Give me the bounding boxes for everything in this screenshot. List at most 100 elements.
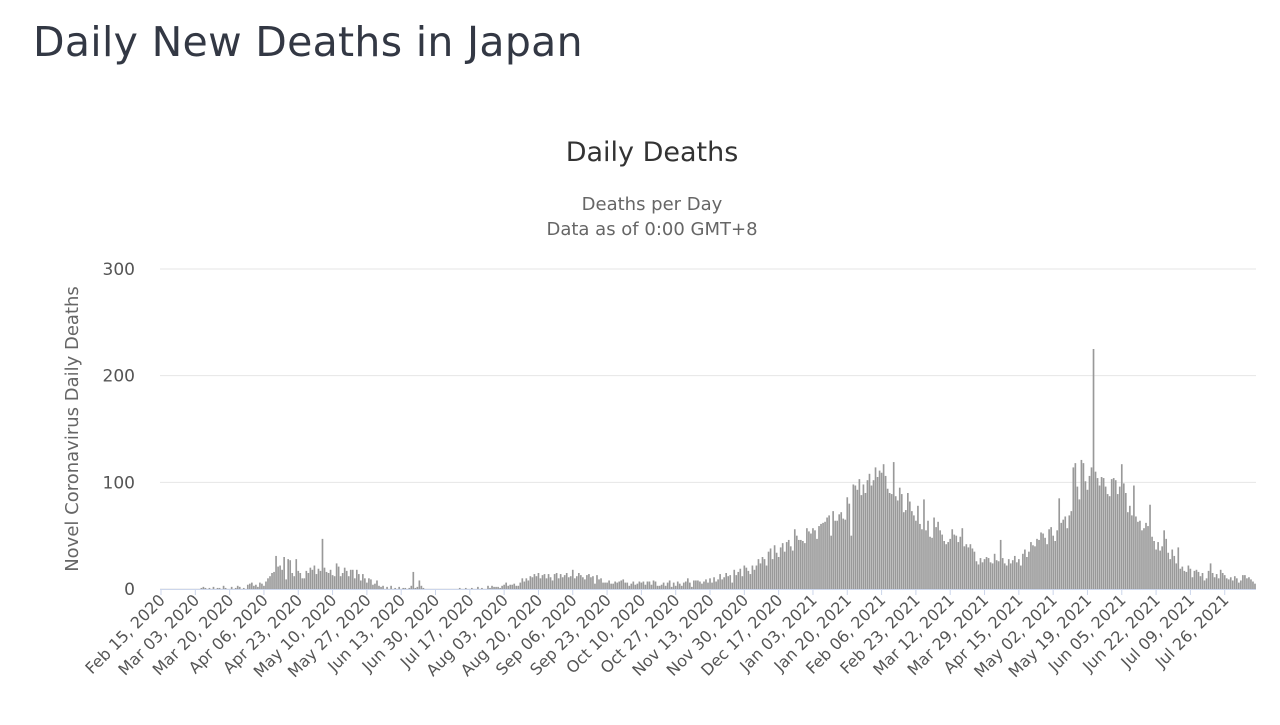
bar bbox=[761, 557, 764, 589]
bar bbox=[939, 530, 941, 589]
bar bbox=[1072, 467, 1075, 589]
bar bbox=[739, 568, 742, 589]
bar bbox=[347, 576, 350, 589]
bar bbox=[337, 566, 340, 589]
bar bbox=[678, 583, 681, 589]
bar bbox=[1020, 565, 1022, 589]
bar bbox=[212, 586, 215, 589]
bar bbox=[709, 578, 711, 589]
bar bbox=[1036, 538, 1038, 589]
bar bbox=[307, 573, 310, 589]
bar bbox=[297, 570, 300, 589]
bar bbox=[317, 568, 320, 589]
bar bbox=[735, 575, 738, 589]
bar bbox=[1056, 530, 1059, 589]
bar bbox=[993, 553, 996, 589]
bar bbox=[547, 574, 550, 589]
bar bbox=[628, 585, 631, 589]
bar bbox=[691, 586, 693, 589]
bar bbox=[921, 529, 923, 589]
bar bbox=[919, 523, 921, 589]
bar bbox=[596, 575, 598, 589]
bar bbox=[1082, 463, 1085, 589]
bar bbox=[261, 583, 263, 589]
bar bbox=[577, 573, 580, 589]
bar bbox=[1163, 530, 1165, 589]
bar bbox=[372, 584, 374, 589]
bar bbox=[955, 535, 958, 589]
bar bbox=[818, 526, 820, 589]
bar bbox=[810, 533, 812, 589]
bar bbox=[575, 576, 578, 589]
bar bbox=[985, 557, 988, 589]
bar bbox=[1064, 516, 1067, 589]
bar bbox=[900, 494, 903, 589]
bar bbox=[1015, 562, 1018, 589]
bar bbox=[852, 484, 855, 589]
bar bbox=[886, 488, 889, 589]
bar bbox=[743, 565, 746, 589]
bar bbox=[1131, 515, 1133, 589]
bar bbox=[898, 487, 901, 589]
bar bbox=[402, 587, 405, 589]
bar bbox=[866, 480, 869, 589]
bar bbox=[275, 555, 277, 589]
y-tick-label: 300 bbox=[103, 260, 135, 280]
bar bbox=[541, 575, 544, 589]
bar bbox=[515, 585, 518, 589]
bar bbox=[806, 528, 808, 589]
bar bbox=[1011, 560, 1014, 589]
bar bbox=[713, 577, 715, 589]
bar bbox=[309, 567, 312, 589]
bar bbox=[1213, 577, 1216, 589]
bar bbox=[1009, 563, 1012, 589]
bar bbox=[654, 581, 657, 589]
bar bbox=[269, 576, 271, 589]
bar bbox=[997, 561, 1000, 589]
bar bbox=[1189, 568, 1192, 589]
bar bbox=[315, 574, 318, 589]
bar bbox=[362, 574, 364, 589]
bar bbox=[672, 582, 675, 589]
bar bbox=[273, 571, 275, 589]
bar bbox=[271, 573, 273, 589]
bar bbox=[561, 577, 564, 589]
bar bbox=[242, 587, 245, 589]
bar bbox=[1201, 573, 1204, 589]
bar bbox=[686, 578, 689, 589]
bar bbox=[1159, 550, 1161, 589]
bar bbox=[351, 569, 354, 589]
bar bbox=[571, 569, 574, 589]
bar bbox=[505, 582, 507, 589]
bar bbox=[1199, 576, 1202, 589]
bar bbox=[200, 587, 203, 589]
bar bbox=[222, 585, 225, 589]
bar bbox=[909, 501, 911, 589]
bar bbox=[977, 564, 980, 589]
bar bbox=[497, 586, 499, 589]
y-tick-label: 200 bbox=[103, 367, 135, 387]
bar bbox=[1070, 511, 1073, 589]
bar bbox=[670, 586, 673, 589]
bar bbox=[1195, 569, 1198, 589]
bar bbox=[931, 537, 933, 589]
bar bbox=[991, 563, 994, 589]
bar bbox=[1141, 530, 1143, 589]
bar bbox=[412, 571, 415, 589]
bar bbox=[1197, 571, 1200, 589]
bar bbox=[695, 580, 697, 589]
bar bbox=[1026, 557, 1028, 589]
bar bbox=[987, 558, 990, 589]
bar bbox=[737, 571, 740, 589]
bar bbox=[755, 565, 758, 589]
bar bbox=[299, 573, 302, 589]
bar bbox=[967, 547, 970, 589]
bar bbox=[864, 493, 867, 589]
bar bbox=[632, 581, 635, 589]
bar bbox=[969, 544, 972, 589]
bar bbox=[606, 582, 608, 589]
bar bbox=[1167, 552, 1170, 589]
bar bbox=[753, 569, 756, 589]
bar bbox=[1133, 485, 1135, 589]
bar bbox=[327, 573, 330, 589]
